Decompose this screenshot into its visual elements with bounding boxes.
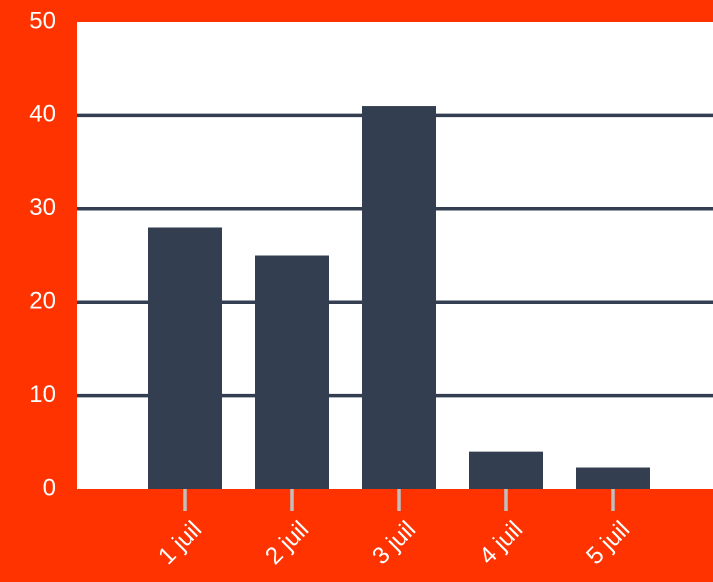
y-tick-label-1: 10 — [29, 381, 56, 408]
y-tick-label-4: 40 — [29, 101, 56, 128]
y-tick-label-3: 30 — [29, 194, 56, 221]
bar-3 — [362, 106, 436, 489]
bar-1 — [148, 227, 222, 490]
bar-5 — [576, 467, 650, 489]
y-tick-label-2: 20 — [29, 288, 56, 315]
bar-4 — [469, 451, 543, 489]
y-tick-label-5: 50 — [29, 7, 56, 34]
y-axis-labels: 0 10 20 30 40 50 — [29, 7, 56, 501]
x-tick-marks — [183, 489, 615, 511]
bar-2 — [255, 255, 329, 489]
bars — [148, 106, 650, 490]
y-tick-label-0: 0 — [43, 474, 56, 501]
